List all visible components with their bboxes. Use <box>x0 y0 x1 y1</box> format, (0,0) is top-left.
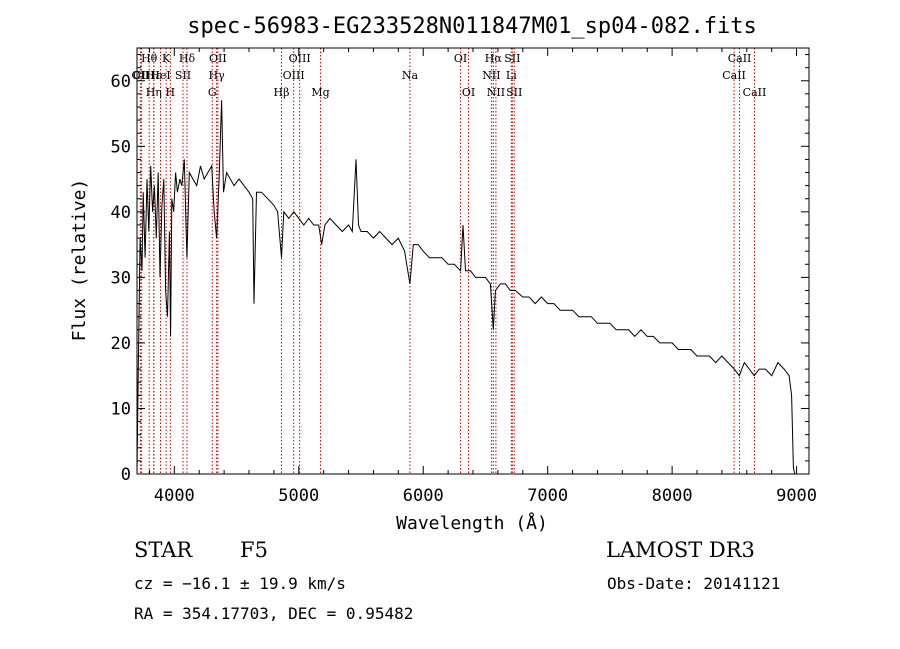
marker-label: H <box>166 86 176 99</box>
coordinates: RA = 354.17703, DEC = 0.95482 <box>134 604 414 623</box>
y-tick-label: 20 <box>111 334 131 354</box>
marker-label: K <box>162 52 171 65</box>
marker-label: HeI <box>150 69 170 82</box>
marker-label: G <box>208 86 217 99</box>
plot-frame <box>136 47 810 475</box>
marker-label: Hδ <box>179 52 196 65</box>
y-tick-label: 50 <box>111 137 131 157</box>
object-subclass: F5 <box>240 538 268 562</box>
marker-label: CaII <box>722 69 746 82</box>
spectrum-chart: spec-56983-EG233528N011847M01_sp04-082.f… <box>69 14 817 534</box>
x-tick-label: 9000 <box>776 486 817 506</box>
x-tick-label: 8000 <box>652 486 693 506</box>
marker-label: NII <box>482 69 500 82</box>
x-tick-label: 4000 <box>154 486 195 506</box>
x-axis-label: Wavelength (Å) <box>396 512 548 534</box>
marker-label: OIII <box>283 69 305 82</box>
x-tick-label: 6000 <box>403 486 444 506</box>
marker-label: CaII <box>743 86 767 99</box>
marker-label: Hθ <box>141 52 158 65</box>
y-tick-label: 10 <box>111 399 131 419</box>
y-axis-label: Flux (relative) <box>69 179 90 342</box>
survey-name: LAMOST DR3 <box>606 538 755 562</box>
x-axis-ticks: 4000 5000 6000 7000 8000 9000 <box>148 48 817 506</box>
marker-label: Mg <box>311 86 329 99</box>
marker-label: Hα <box>485 52 503 65</box>
y-tick-label: 0 <box>121 465 131 485</box>
chart-title: spec-56983-EG233528N011847M01_sp04-082.f… <box>187 14 757 39</box>
marker-label: OII <box>209 52 227 65</box>
marker-label: Li <box>506 69 517 82</box>
line-markers <box>139 48 755 474</box>
observation-date: Obs-Date: 20141121 <box>607 574 781 593</box>
x-tick-label: 5000 <box>278 486 319 506</box>
marker-label: Hε <box>146 69 162 82</box>
spectrum-line <box>136 100 796 475</box>
marker-label: SII <box>504 52 520 65</box>
marker-label: SII <box>506 86 522 99</box>
y-tick-label: 40 <box>111 203 131 223</box>
y-axis-ticks: 0 10 20 30 40 50 60 <box>111 54 809 485</box>
y-tick-label: 30 <box>111 268 131 288</box>
marker-label: OI <box>462 86 475 99</box>
marker-label: Hβ <box>274 86 290 99</box>
marker-label: OII <box>132 69 150 82</box>
marker-label: Na <box>402 69 419 82</box>
marker-label: NII <box>487 86 505 99</box>
marker-label: Hγ <box>209 69 226 82</box>
marker-label: OIII <box>289 52 311 65</box>
redshift-cz: cz = −16.1 ± 19.9 km/s <box>134 574 346 593</box>
object-class: STAR <box>134 538 193 562</box>
marker-label: CaII <box>728 52 752 65</box>
marker-label: SII <box>175 69 191 82</box>
marker-label: Hη <box>146 86 162 99</box>
x-tick-label: 7000 <box>527 486 568 506</box>
y-tick-label: 60 <box>111 72 131 92</box>
marker-label: OI <box>454 52 467 65</box>
